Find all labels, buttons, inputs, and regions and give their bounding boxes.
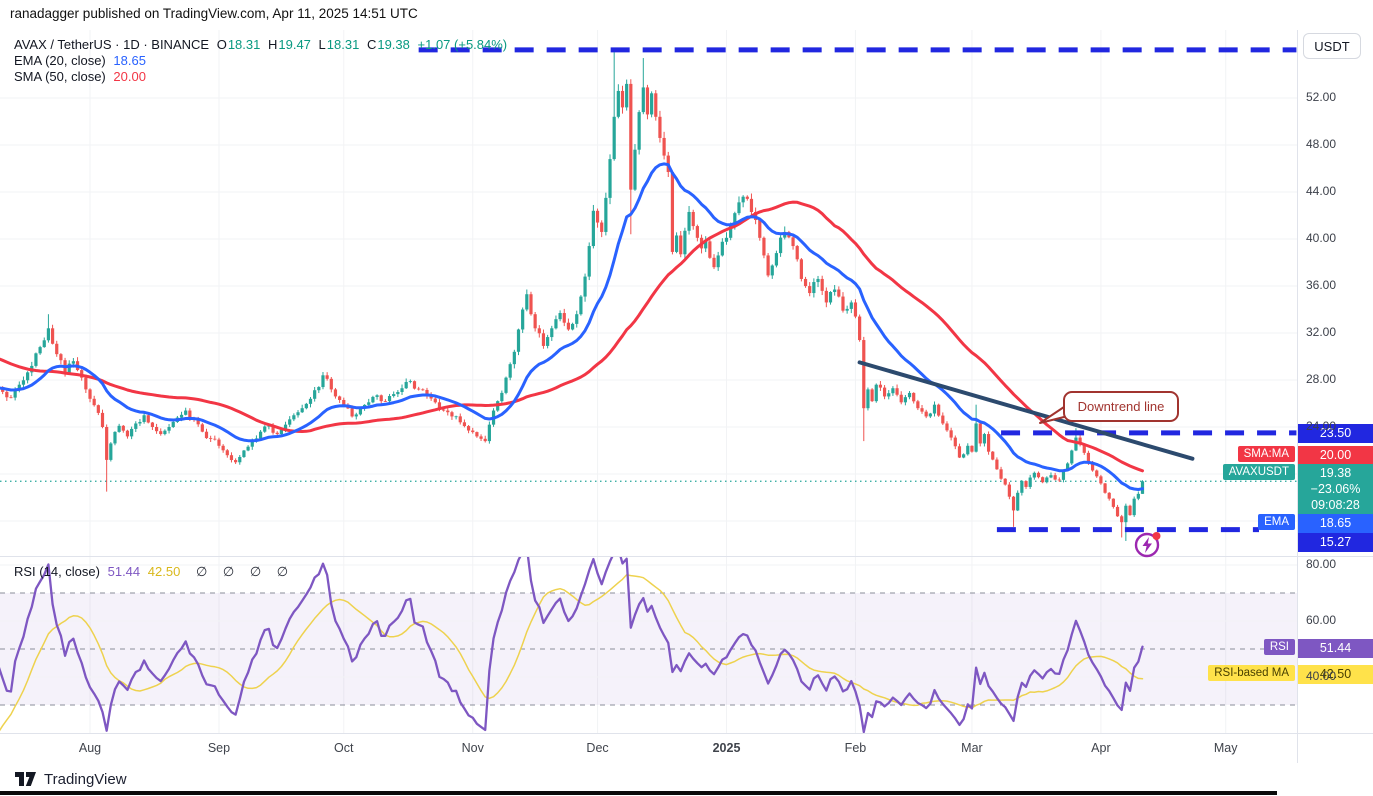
rsi-legend-row[interactable]: RSI (14, close) 51.44 42.50 ∅ ∅ ∅ ∅: [14, 564, 298, 580]
flash-alert-icon[interactable]: [1132, 528, 1164, 560]
published-header: ranadagger published on TradingView.com,…: [10, 6, 418, 21]
symbol-legend-row[interactable]: AVAX / TetherUS · 1D · BINANCE O18.31 H1…: [14, 37, 511, 52]
ema-label: EMA (20, close): [14, 53, 106, 68]
candlestick-series: [0, 52, 1145, 541]
price-tick-label: 44.00: [1306, 184, 1337, 198]
rsi-tick-label: 60.00: [1306, 613, 1337, 627]
time-axis-label[interactable]: May: [1213, 741, 1238, 755]
rsi-ma-value: 42.50: [147, 564, 181, 579]
high-value: 19.47: [278, 37, 311, 52]
price-tick-label: 32.00: [1306, 325, 1337, 339]
price-scale-column[interactable]: [1297, 30, 1373, 763]
sma-axis-tag: SMA:MA: [1237, 445, 1295, 462]
support-level-price-label: 15.27: [1298, 532, 1373, 552]
time-axis-label[interactable]: 2025: [712, 741, 741, 755]
rsi-pane-canvas[interactable]: [0, 557, 1297, 733]
sma-value: 20.00: [113, 69, 146, 84]
symbol-axis-tag: AVAXUSDT: [1222, 463, 1295, 480]
close-value: 19.38: [377, 37, 410, 52]
price-tick-label: 28.00: [1306, 372, 1337, 386]
rsi-axis-tag: RSI: [1263, 638, 1295, 655]
change-value: +1.07 (+5.84%): [417, 37, 508, 52]
footer-bar: TradingView: [0, 763, 1373, 796]
time-axis-label[interactable]: Nov: [461, 741, 484, 755]
price-tick-label: 36.00: [1306, 278, 1337, 292]
sma-label: SMA (50, close): [14, 69, 106, 84]
low-value: 18.31: [326, 37, 360, 52]
rsi-value-label: 51.44: [1298, 638, 1373, 658]
time-axis-label[interactable]: Mar: [961, 741, 983, 755]
rsi-label: RSI (14, close): [14, 564, 100, 579]
downtrend-trend-line[interactable]: [857, 360, 1195, 461]
pane-divider[interactable]: [0, 556, 1373, 557]
rsi-ma-axis-tag: RSI-based MA: [1208, 664, 1295, 681]
time-axis-label[interactable]: Oct: [334, 741, 354, 755]
ema-value: 18.65: [113, 53, 146, 68]
rsi-value: 51.44: [107, 564, 141, 579]
last-price-value: 19.38: [1319, 466, 1352, 480]
notification-dot: [1152, 532, 1161, 540]
rsi-empty-slots: ∅ ∅ ∅ ∅: [195, 564, 295, 579]
tradingview-brand[interactable]: TradingView: [14, 769, 127, 789]
sma-legend-row[interactable]: SMA (50, close) 20.00: [14, 69, 150, 84]
currency-unit-button[interactable]: USDT: [1303, 33, 1361, 59]
last-price-label: 19.38 −23.06% 09:08:28: [1298, 464, 1373, 514]
time-axis-label[interactable]: Apr: [1091, 741, 1111, 755]
price-tick-label: 52.00: [1306, 90, 1337, 104]
bar-countdown: 09:08:28: [1311, 498, 1360, 512]
low-label: L: [318, 37, 326, 52]
lightning-bolt-icon: [1142, 537, 1152, 553]
tradingview-brand-text: TradingView: [44, 770, 127, 788]
time-axis-label[interactable]: Sep: [207, 741, 231, 755]
breakdown-level-price-label: 23.50: [1298, 423, 1373, 443]
ema-legend-row[interactable]: EMA (20, close) 18.65: [14, 53, 150, 68]
time-axis-label[interactable]: Aug: [78, 741, 102, 755]
ema-price-label: 18.65: [1298, 513, 1373, 533]
price-tick-label: 24.00: [1306, 419, 1337, 433]
sma-50-line: [0, 200, 1144, 473]
ema-axis-tag: EMA: [1258, 513, 1295, 530]
symbol-title: AVAX / TetherUS · 1D · BINANCE: [14, 37, 210, 52]
rsi-based-ma-line: [0, 574, 1144, 732]
sma-price-label: 20.00: [1298, 445, 1373, 465]
rsi-tick-label: 80.00: [1306, 557, 1337, 571]
close-label: C: [366, 37, 377, 52]
price-tick-label: 48.00: [1306, 137, 1337, 151]
time-axis-divider: [0, 733, 1373, 734]
ema-20-line: [0, 162, 1144, 491]
tradingview-logo-icon: [15, 772, 36, 786]
time-axis-label[interactable]: Feb: [844, 741, 867, 755]
open-label: O: [216, 37, 227, 52]
bottom-black-bar: [0, 791, 1277, 795]
price-chart-canvas[interactable]: [0, 30, 1297, 557]
downtrend-annotation[interactable]: Downtrend line: [1063, 391, 1179, 422]
high-label: H: [267, 37, 278, 52]
open-value: 18.31: [227, 37, 261, 52]
time-axis-label[interactable]: Dec: [586, 741, 609, 755]
rsi-tick-label: 40.00: [1306, 669, 1337, 683]
change-percent-value: −23.06%: [1310, 482, 1361, 496]
rsi-ma-value-label: 42.50: [1298, 664, 1373, 684]
price-tick-label: 40.00: [1306, 231, 1337, 245]
rsi-line: [0, 557, 1144, 733]
